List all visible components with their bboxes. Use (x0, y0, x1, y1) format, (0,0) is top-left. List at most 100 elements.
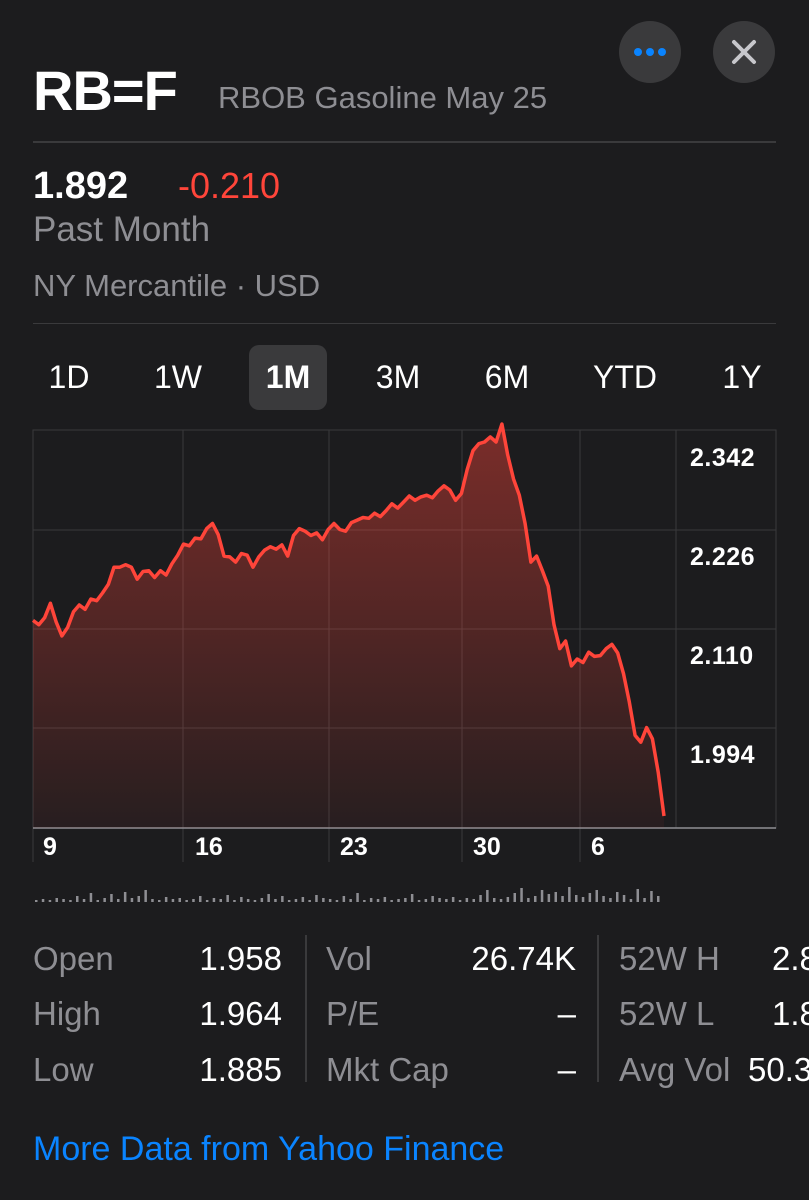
volume-bar (657, 896, 660, 902)
volume-bar (609, 898, 612, 902)
volume-bar (376, 899, 380, 902)
price-line (31, 422, 666, 817)
volume-bar (158, 900, 161, 902)
volume-bar (164, 897, 168, 902)
volume-bar (76, 896, 79, 902)
volume-bar (602, 896, 605, 902)
volume-bar (117, 899, 120, 902)
yahoo-finance-link[interactable]: More Data from Yahoo Finance (33, 1130, 505, 1168)
volume-bar (205, 900, 209, 902)
volume-bar (588, 893, 592, 902)
more-button[interactable] (619, 21, 681, 83)
volume-bar (636, 889, 639, 902)
volume-bar (424, 899, 428, 902)
volume-bar (417, 900, 421, 902)
volume-bar (294, 899, 298, 902)
stat-value-vol: 26.74K (471, 940, 576, 977)
volume-bar (62, 899, 65, 902)
volume-bar (35, 900, 38, 902)
volume-bar (479, 895, 482, 902)
volume-bar (410, 894, 414, 902)
volume-bar (445, 899, 448, 902)
volume-bar (650, 891, 653, 902)
volume-bar (151, 899, 154, 902)
volume-bar (472, 899, 475, 902)
volume-bar (178, 898, 181, 902)
tab-1m[interactable]: 1M (249, 345, 327, 410)
exchange-label: NY Mercantile · USD (33, 268, 321, 303)
stat-label-mktcap: Mkt Cap (326, 1051, 449, 1088)
y-tick-label: 2.110 (690, 642, 754, 670)
volume-bar (383, 897, 387, 902)
y-tick-label: 1.994 (690, 741, 756, 769)
volume-bar (363, 900, 366, 902)
tab-ytd[interactable]: YTD (593, 359, 657, 395)
tab-3m[interactable]: 3M (375, 359, 421, 395)
volume-bar (82, 899, 86, 902)
volume-bar (233, 900, 236, 902)
x-tick-label: 30 (473, 833, 501, 861)
instrument-name: RBOB Gasoline May 25 (218, 80, 548, 115)
stat-label-vol: Vol (326, 940, 372, 977)
stat-value-52w-low: 1.8 (772, 995, 809, 1032)
volume-bar (322, 898, 325, 902)
tab-1w[interactable]: 1W (154, 359, 202, 395)
stats-divider (305, 935, 307, 1082)
volume-bar (369, 898, 373, 902)
current-price: 1.892 (33, 165, 129, 207)
volume-bar (561, 896, 564, 902)
volume-bar (281, 896, 284, 902)
volume-bar (315, 895, 318, 902)
stat-value-avg-vol: 50.3 (748, 1051, 809, 1088)
volume-bar (513, 893, 516, 902)
volume-bars (35, 887, 660, 902)
price-area (33, 424, 664, 828)
volume-bar (55, 898, 58, 902)
price-change: -0.210 (178, 165, 281, 206)
volume-bar (137, 896, 140, 902)
tab-1d[interactable]: 1D (48, 359, 90, 395)
stat-value-52w-high: 2.8 (772, 940, 809, 977)
volume-bar (103, 898, 106, 902)
stat-label-low: Low (33, 1051, 94, 1088)
volume-bar (335, 900, 339, 902)
volume-bar (622, 895, 626, 902)
price-chart[interactable] (0, 420, 809, 910)
tab-1y[interactable]: 1Y (722, 359, 762, 395)
volume-bar (527, 898, 530, 902)
volume-bar (171, 899, 175, 902)
close-button[interactable] (713, 21, 775, 83)
volume-bar (629, 899, 633, 902)
volume-bar (89, 893, 93, 902)
stat-label-avg-vol: Avg Vol (619, 1051, 731, 1088)
period-label: Past Month (33, 210, 211, 249)
volume-bar (274, 899, 277, 902)
volume-bar (616, 892, 619, 902)
volume-bar (240, 897, 243, 902)
volume-bar (493, 898, 496, 902)
volume-bar (581, 897, 585, 902)
volume-bar (643, 898, 646, 902)
volume-bar (41, 899, 45, 902)
volume-bar (575, 895, 578, 902)
tab-6m[interactable]: 6M (484, 359, 530, 395)
volume-bar (328, 899, 332, 902)
volume-bar (554, 892, 557, 902)
stat-label-high: High (33, 995, 101, 1032)
volume-bar (226, 895, 229, 902)
volume-bar (349, 899, 352, 902)
volume-bar (308, 900, 311, 902)
stat-value-mktcap: – (557, 1051, 576, 1088)
volume-bar (267, 894, 270, 902)
volume-bar (547, 894, 551, 902)
stat-value-open: 1.958 (199, 940, 282, 977)
header-divider (33, 141, 776, 143)
volume-bar (431, 896, 434, 902)
volume-bar (356, 893, 359, 902)
volume-bar (69, 900, 72, 902)
stat-value-high: 1.964 (199, 995, 282, 1032)
volume-bar (246, 899, 250, 902)
volume-bar (219, 899, 222, 902)
volume-bar (506, 897, 510, 902)
volume-bar (212, 898, 216, 902)
